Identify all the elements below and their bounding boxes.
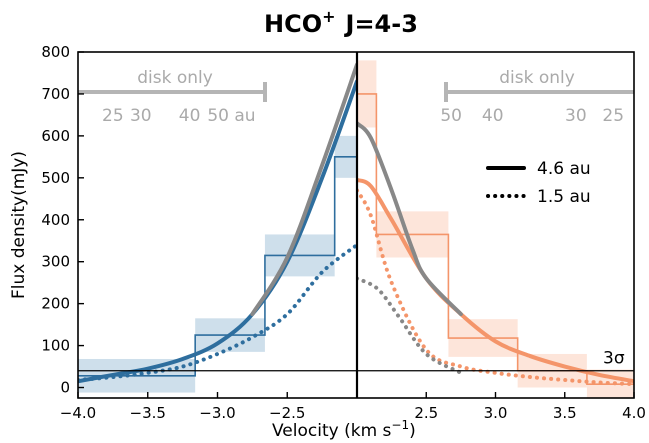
left-plot-area bbox=[78, 62, 357, 393]
left-x-tick-label: −3.0 bbox=[199, 404, 235, 422]
legend-label: 4.6 au bbox=[537, 159, 591, 179]
x-axis-label: Velocity (km s−1) bbox=[272, 418, 416, 441]
left-disk-only-label: disk only bbox=[137, 68, 213, 88]
y-tick-label: 300 bbox=[41, 253, 70, 271]
y-tick-label: 100 bbox=[41, 337, 70, 355]
right-x-tick-label: 3.0 bbox=[484, 404, 508, 422]
y-tick-label: 700 bbox=[41, 85, 70, 103]
right-x-tick-label: 4.0 bbox=[622, 404, 646, 422]
left-x-tick-label: −2.5 bbox=[269, 404, 305, 422]
left-x-tick-label: −4.0 bbox=[60, 404, 96, 422]
left-series-line bbox=[78, 242, 357, 382]
y-tick-label: 800 bbox=[41, 43, 70, 61]
title-suffix: J=4-3 bbox=[344, 10, 418, 38]
x-axis-label-main: Velocity (km s bbox=[272, 421, 392, 441]
right-x-tick-label: 2.5 bbox=[414, 404, 438, 422]
y-tick-label: 0 bbox=[60, 379, 70, 397]
left-series-line bbox=[250, 62, 357, 317]
right-radius-label: 50 bbox=[440, 106, 462, 126]
right-series-line bbox=[357, 276, 463, 375]
x-axis-label-end: ) bbox=[409, 421, 416, 441]
left-radius-label: 40 bbox=[179, 106, 201, 126]
left-radius-label: 30 bbox=[130, 106, 152, 126]
left-radius-label: 25 bbox=[102, 106, 124, 126]
y-tick-label: 500 bbox=[41, 169, 70, 187]
left-x-tick-label: −3.5 bbox=[130, 404, 166, 422]
right-radius-label: 25 bbox=[602, 106, 624, 126]
right-series-line bbox=[357, 121, 463, 317]
legend-label: 1.5 au bbox=[537, 187, 591, 207]
y-tick-label: 600 bbox=[41, 127, 70, 145]
left-panel: disk only 25 30 40 50 au −4.0 −3.5 −3.0 −2.5 bbox=[60, 62, 357, 422]
right-disk-only-label: disk only bbox=[499, 68, 575, 88]
right-panel: disk only 50 40 30 25 2.5 3.0 3.5 4.0 bbox=[357, 60, 646, 422]
title-superscript: + bbox=[322, 7, 335, 26]
right-radius-label: 40 bbox=[482, 106, 504, 126]
right-x-tick-label: 3.5 bbox=[553, 404, 577, 422]
x-axis-label-sup: −1 bbox=[391, 418, 409, 432]
title-main: HCO bbox=[264, 10, 322, 38]
y-tick-label: 200 bbox=[41, 295, 70, 313]
right-observed-step-line bbox=[357, 93, 634, 385]
chart-title: HCO+ J=4-3 bbox=[264, 7, 418, 38]
y-tick-label: 400 bbox=[41, 211, 70, 229]
threshold-label: 3σ bbox=[603, 349, 625, 369]
left-radius-label: 50 au bbox=[207, 106, 255, 126]
left-series-line bbox=[78, 79, 357, 384]
right-radius-label: 30 bbox=[565, 106, 587, 126]
y-axis-label: Flux density(mJy) bbox=[9, 151, 29, 299]
right-series-line bbox=[357, 188, 634, 387]
